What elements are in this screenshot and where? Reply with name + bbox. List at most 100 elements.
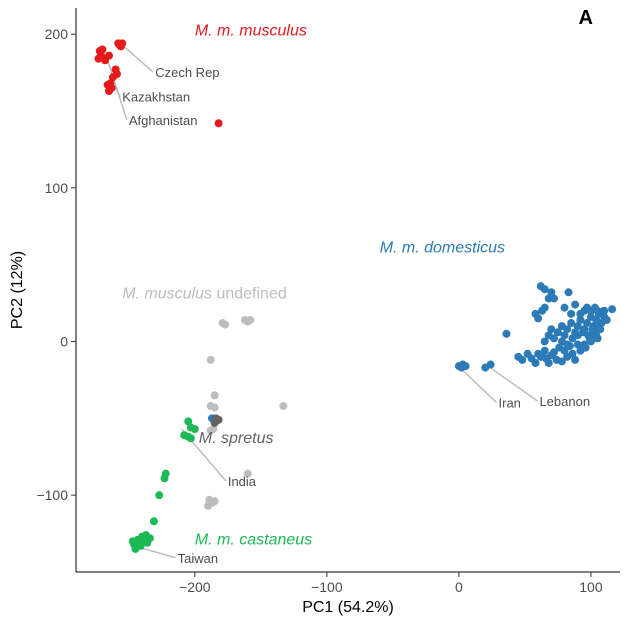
domesticus-point: [567, 319, 576, 328]
domesticus-point: [560, 303, 569, 312]
musculus-point: [214, 119, 223, 128]
musculus-point: [112, 70, 121, 79]
domesticus-point: [549, 334, 558, 343]
domesticus-point: [547, 325, 556, 334]
annotation-line: [139, 546, 176, 559]
domesticus-point: [531, 358, 540, 367]
musculus-point: [98, 45, 107, 54]
y-tick-label: 0: [60, 333, 68, 349]
domesticus-point: [581, 343, 590, 352]
annotation-label: Afghanistan: [129, 113, 198, 128]
domesticus-point: [540, 285, 549, 294]
undefined-point: [210, 391, 219, 400]
domesticus-point: [457, 363, 466, 372]
y-axis-title: PC2 (12%): [9, 251, 26, 329]
domesticus-point: [486, 360, 495, 369]
undefined-point: [243, 317, 252, 326]
domesticus-point: [531, 309, 540, 318]
annotation-label: Kazakhstan: [122, 90, 190, 105]
castaneus-point: [145, 534, 154, 543]
domesticus-point: [568, 349, 577, 358]
domesticus-point: [588, 325, 597, 334]
undefined-point: [218, 319, 227, 328]
musculus-point: [94, 54, 103, 63]
domesticus-point: [502, 329, 511, 338]
domesticus-point: [560, 331, 569, 340]
domesticus-point: [553, 328, 562, 337]
y-tick-label: 100: [45, 180, 69, 196]
y-tick-label: 200: [45, 26, 69, 42]
domesticus-point: [579, 328, 588, 337]
domesticus-point: [518, 355, 527, 364]
group-label-italic: M. m. castaneus: [195, 531, 312, 548]
group-label-domesticus: M. m. domesticus: [380, 239, 505, 256]
annotation-label: Iran: [499, 396, 521, 411]
group-label-italic: M. m. domesticus: [380, 239, 505, 256]
x-tick-label: −100: [311, 579, 343, 595]
x-tick-label: −200: [179, 579, 211, 595]
group-label-spretus: M. spretus: [199, 430, 274, 447]
domesticus-point: [585, 334, 594, 343]
group-label-italic: M. m. musculus: [195, 23, 307, 40]
panel-label: A: [579, 7, 593, 29]
y-tick-label: −100: [36, 487, 68, 503]
undefined-point: [206, 355, 215, 364]
musculus-point: [118, 39, 127, 48]
undefined-point: [243, 469, 252, 478]
castaneus-point: [186, 434, 195, 443]
castaneus-point: [160, 474, 169, 483]
undefined-point: [205, 495, 214, 504]
undefined-point: [206, 426, 215, 435]
domesticus-point: [547, 288, 556, 297]
annotation-line: [121, 44, 154, 73]
annotation-line: [461, 368, 498, 404]
domesticus-point: [567, 309, 576, 318]
castaneus-point: [184, 417, 193, 426]
group-label-castaneus: M. m. castaneus: [195, 531, 312, 548]
musculus-point: [105, 51, 114, 60]
axis-layer: −200 −100 0 100 −100 0 100 200: [36, 8, 620, 595]
annotation-label: Czech Rep: [155, 65, 219, 80]
domesticus-point: [540, 303, 549, 312]
domesticus-point: [564, 288, 573, 297]
undefined-point: [204, 501, 213, 510]
annotation-line: [106, 60, 128, 121]
x-axis-title: PC1 (54.2%): [302, 599, 394, 616]
domesticus-point: [540, 337, 549, 346]
domesticus-point: [571, 355, 580, 364]
musculus-point: [105, 86, 114, 95]
spretus-point: [211, 414, 220, 423]
annotation-line: [487, 365, 538, 402]
domesticus-point: [573, 322, 582, 331]
group-label-plain: undefined: [212, 285, 287, 302]
domesticus-point: [549, 294, 558, 303]
undefined-point: [279, 402, 288, 411]
domesticus-point: [582, 319, 591, 328]
domesticus-point: [600, 306, 609, 315]
domesticus-point: [544, 358, 553, 367]
domesticus-point: [608, 305, 617, 314]
group-label-italic: M. musculus: [122, 285, 212, 302]
domesticus-point: [571, 300, 580, 309]
group-label-undefined: M. musculus undefined: [122, 285, 287, 302]
domesticus-point: [594, 322, 603, 331]
domesticus-point: [563, 325, 572, 334]
group-label-musculus: M. m. musculus: [195, 23, 307, 40]
group-label-italic: M. spretus: [199, 430, 274, 447]
domesticus-point: [576, 315, 585, 324]
domesticus-point: [602, 315, 611, 324]
x-tick-label: 100: [579, 579, 603, 595]
domesticus-point: [573, 340, 582, 349]
domesticus-point: [560, 346, 569, 355]
castaneus-point: [149, 517, 158, 526]
castaneus-point: [190, 425, 199, 434]
label-layer: Czech Rep Kazakhstan Afghanistan Iran Lebano…: [122, 23, 590, 566]
x-tick-label: 0: [455, 579, 463, 595]
castaneus-point: [128, 537, 137, 546]
domesticus-point: [540, 346, 549, 355]
point-layer: [94, 39, 617, 553]
domesticus-point: [563, 340, 572, 349]
castaneus-point: [139, 537, 148, 546]
domesticus-point: [592, 331, 601, 340]
